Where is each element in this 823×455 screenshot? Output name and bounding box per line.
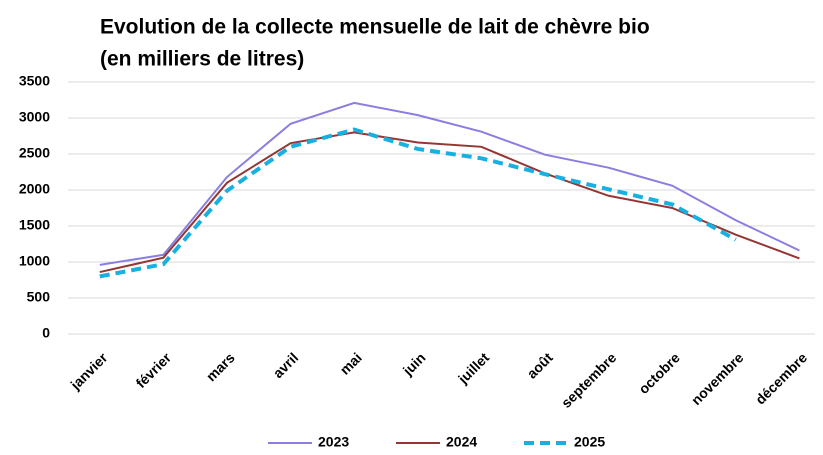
- x-tick-label: octobre: [635, 349, 683, 397]
- y-tick-label: 3000: [19, 109, 50, 125]
- x-tick-label: novembre: [688, 349, 747, 408]
- y-tick-label: 0: [42, 325, 50, 341]
- x-tick-label: juillet: [454, 349, 492, 387]
- y-tick-label: 2500: [19, 145, 50, 161]
- x-tick-label: janvier: [67, 349, 111, 393]
- series-line: [99, 127, 737, 279]
- chart-title: Evolution de la collecte mensuelle de la…: [100, 16, 650, 39]
- y-tick-label: 3500: [19, 73, 50, 89]
- x-tick-label: juin: [399, 349, 429, 379]
- x-tick-label: avril: [270, 349, 302, 381]
- x-tick-label: mars: [203, 349, 238, 384]
- x-tick-label: février: [133, 349, 175, 391]
- x-tick-label: mai: [337, 349, 365, 377]
- x-tick-label: septembre: [558, 349, 620, 411]
- x-tick-label: décembre: [752, 349, 810, 407]
- series-line: [99, 101, 800, 266]
- y-tick-label: 1000: [19, 253, 50, 269]
- chart-title: (en milliers de litres): [100, 48, 304, 71]
- y-tick-label: 500: [27, 289, 51, 305]
- y-tick-label: 1500: [19, 217, 50, 233]
- legend-label: 2023: [318, 434, 349, 450]
- y-tick-label: 2000: [19, 181, 50, 197]
- legend-label: 2025: [574, 434, 605, 450]
- x-tick-label: août: [524, 349, 556, 381]
- legend-label: 2024: [446, 434, 477, 450]
